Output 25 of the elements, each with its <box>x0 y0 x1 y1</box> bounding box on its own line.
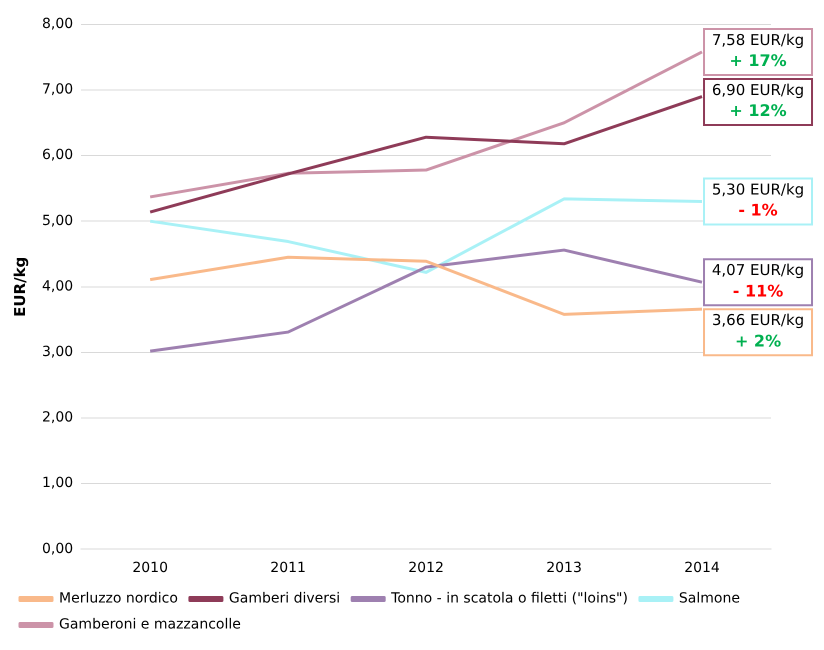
y-tick-label: 3,00 <box>42 344 74 360</box>
y-tick-label: 6,00 <box>42 147 74 164</box>
annotation: 3,66 EUR/kg + 2% <box>712 311 804 350</box>
y-tick-label: 4,00 <box>42 278 74 294</box>
x-tick-label: 2012 <box>408 560 444 576</box>
y-tick-label: 1,00 <box>42 475 74 492</box>
x-tick-label: 2013 <box>546 560 582 576</box>
y-tick-label: 7,00 <box>42 82 74 98</box>
y-tick-label: 2,00 <box>42 410 74 426</box>
legend-label: Tonno - in scatola o filetti ("loins") <box>390 590 628 607</box>
annotation: 7,58 EUR/kg + 17% <box>712 30 804 70</box>
legend-label: Gamberi diversi <box>228 590 340 607</box>
annotation: 5,30 EUR/kg - 1% <box>712 180 804 220</box>
x-tick-label: 2011 <box>270 560 306 576</box>
annotation: 6,90 EUR/kg + 12% <box>712 80 804 120</box>
legend-label: Merluzzo nordico <box>59 590 178 607</box>
legend-label: Salmone <box>678 590 740 607</box>
x-tick-label: 2010 <box>132 560 168 576</box>
x-tick-label: 2014 <box>684 560 720 576</box>
y-tick-label: 5,00 <box>42 212 74 229</box>
y-tick-label: 8,00 <box>42 16 74 32</box>
y-axis-title: EUR/kg <box>10 256 29 317</box>
legend-label: Gamberoni e mazzancolle <box>59 616 241 633</box>
y-tick-label: 0,00 <box>42 540 74 557</box>
annotation: 4,07 EUR/kg - 11% <box>712 261 804 300</box>
